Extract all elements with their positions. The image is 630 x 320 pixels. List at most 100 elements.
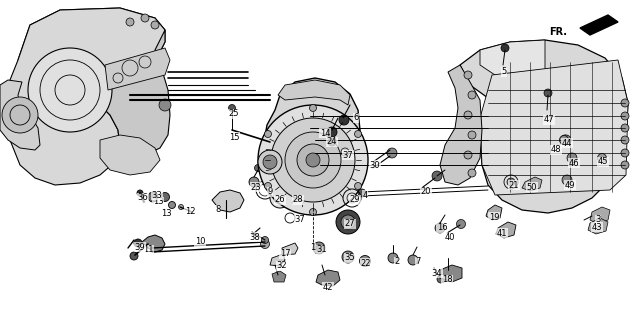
Circle shape: [255, 164, 261, 172]
Text: 11: 11: [143, 245, 153, 254]
Text: 22: 22: [361, 259, 371, 268]
Polygon shape: [0, 80, 40, 150]
Circle shape: [408, 255, 418, 265]
Circle shape: [621, 124, 629, 132]
Polygon shape: [264, 78, 360, 208]
Text: 17: 17: [280, 250, 290, 259]
Text: 13: 13: [152, 197, 163, 206]
Circle shape: [360, 255, 370, 267]
Text: 33: 33: [152, 190, 163, 199]
Circle shape: [263, 155, 277, 169]
Text: 45: 45: [598, 157, 608, 166]
Circle shape: [544, 89, 552, 97]
Polygon shape: [480, 40, 545, 78]
Text: 31: 31: [317, 245, 328, 254]
Circle shape: [309, 105, 316, 111]
Circle shape: [336, 210, 360, 234]
Text: 34: 34: [432, 268, 442, 277]
Circle shape: [271, 118, 355, 202]
Polygon shape: [8, 8, 165, 185]
Circle shape: [567, 153, 577, 163]
Circle shape: [621, 149, 629, 157]
Text: 16: 16: [437, 223, 447, 233]
Circle shape: [130, 252, 138, 260]
Circle shape: [355, 131, 362, 138]
Text: 49: 49: [564, 180, 575, 189]
Text: 5: 5: [501, 68, 507, 76]
Text: 25: 25: [229, 109, 239, 118]
Text: 20: 20: [421, 188, 432, 196]
Circle shape: [258, 150, 282, 174]
Polygon shape: [282, 243, 298, 255]
Text: 6: 6: [353, 114, 358, 123]
Circle shape: [339, 115, 349, 125]
Circle shape: [159, 99, 171, 111]
Circle shape: [387, 148, 397, 158]
Text: 19: 19: [489, 212, 499, 221]
Circle shape: [249, 177, 259, 187]
Text: 28: 28: [293, 196, 303, 204]
Text: 32: 32: [277, 261, 287, 270]
Circle shape: [468, 131, 476, 139]
Text: 14: 14: [320, 129, 330, 138]
Text: 30: 30: [370, 161, 381, 170]
Circle shape: [464, 71, 472, 79]
Polygon shape: [212, 190, 244, 212]
Circle shape: [507, 178, 515, 186]
Circle shape: [297, 144, 329, 176]
Circle shape: [316, 245, 322, 251]
Circle shape: [260, 239, 270, 249]
Text: 3: 3: [595, 215, 600, 225]
Text: 43: 43: [592, 222, 602, 231]
Circle shape: [342, 251, 354, 263]
Polygon shape: [95, 30, 170, 162]
Circle shape: [313, 242, 325, 254]
Circle shape: [621, 99, 629, 107]
Text: 18: 18: [442, 276, 452, 284]
Text: 12: 12: [185, 206, 195, 215]
Text: 24: 24: [327, 138, 337, 147]
Polygon shape: [522, 177, 542, 191]
Circle shape: [161, 193, 169, 202]
Text: 15: 15: [229, 132, 239, 141]
Circle shape: [327, 127, 337, 137]
Polygon shape: [272, 271, 286, 282]
Text: 7: 7: [415, 258, 421, 267]
Circle shape: [178, 204, 183, 210]
Circle shape: [341, 215, 355, 229]
Text: 46: 46: [569, 158, 580, 167]
Text: 38: 38: [249, 233, 260, 242]
Polygon shape: [496, 222, 516, 238]
Circle shape: [270, 188, 290, 208]
Circle shape: [562, 175, 572, 185]
Text: 10: 10: [195, 237, 205, 246]
Circle shape: [134, 239, 142, 247]
Polygon shape: [486, 205, 502, 220]
Text: 48: 48: [551, 146, 561, 155]
Circle shape: [258, 105, 368, 215]
Text: 40: 40: [445, 234, 455, 243]
Text: 47: 47: [544, 116, 554, 124]
Circle shape: [151, 21, 159, 29]
Polygon shape: [278, 80, 350, 105]
Polygon shape: [18, 8, 165, 60]
Circle shape: [355, 182, 362, 189]
Circle shape: [137, 190, 143, 196]
Text: 44: 44: [562, 139, 572, 148]
Text: 37: 37: [295, 215, 306, 225]
Text: 21: 21: [509, 180, 519, 189]
Circle shape: [265, 182, 272, 189]
Circle shape: [621, 161, 629, 169]
Circle shape: [265, 131, 272, 138]
Circle shape: [309, 209, 316, 215]
Circle shape: [621, 136, 629, 144]
Text: 37: 37: [343, 150, 353, 159]
Circle shape: [437, 275, 445, 283]
Text: 39: 39: [135, 243, 146, 252]
Circle shape: [28, 48, 112, 132]
Text: 35: 35: [345, 253, 355, 262]
Text: 23: 23: [251, 182, 261, 191]
Polygon shape: [105, 48, 170, 90]
Circle shape: [285, 132, 341, 188]
Polygon shape: [460, 40, 628, 213]
